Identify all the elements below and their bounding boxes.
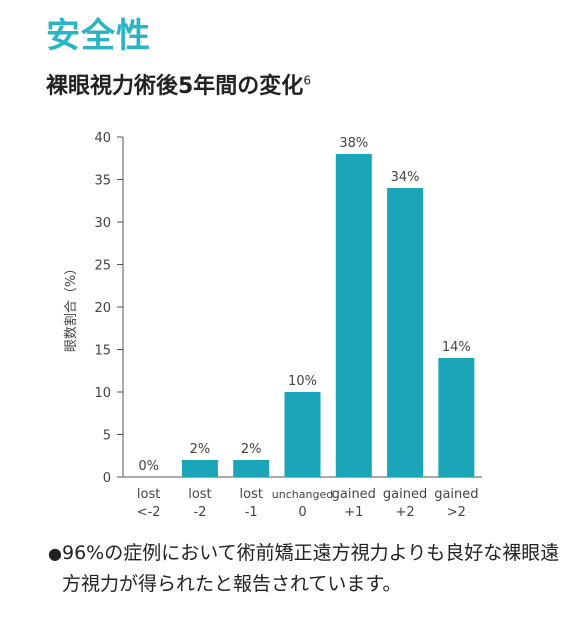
x-tick-label: 0 (298, 505, 306, 520)
bar (181, 460, 218, 477)
bar (438, 358, 475, 477)
x-tick-label: -1 (245, 505, 258, 520)
summary-note-text: 96%の症例において術前矯正遠方視力よりも良好な裸眼遠方視力が得られたと報告され… (62, 542, 560, 595)
x-tick-label: lost (188, 487, 211, 502)
y-tick-label: 35 (94, 174, 111, 189)
reference-marker: 6 (303, 73, 311, 88)
summary-note: ● 96%の症例において術前矯正遠方視力よりも良好な裸眼遠方視力が得られたと報告… (48, 538, 562, 600)
y-tick-label: 40 (94, 131, 111, 146)
y-tick-label: 30 (94, 216, 111, 231)
subtitle-text: 裸眼視力術後5年間の変化 (46, 74, 304, 99)
y-tick-label: 10 (94, 386, 111, 401)
x-tick-label: lost (239, 487, 262, 502)
bar (233, 460, 270, 477)
x-tick-label: +1 (344, 505, 363, 520)
bar (284, 392, 321, 477)
x-tick-label: unchanged (272, 488, 333, 501)
bar (335, 154, 372, 477)
x-tick-label: gained (434, 487, 478, 502)
y-tick-label: 20 (94, 301, 111, 316)
y-tick-label: 15 (94, 344, 111, 359)
page-title: 安全性 (46, 16, 151, 56)
data-label: 2% (241, 442, 262, 457)
y-tick-label: 0 (103, 471, 111, 486)
bullet-icon: ● (48, 544, 62, 563)
data-label: 34% (391, 170, 420, 185)
data-label: 14% (442, 340, 471, 355)
y-axis-label: 眼数割合（%） (63, 262, 79, 352)
x-tick-label: <-2 (137, 505, 161, 520)
x-tick-label: gained (332, 487, 376, 502)
data-label: 10% (288, 374, 317, 389)
x-tick-label: -2 (193, 505, 206, 520)
x-tick-label: +2 (395, 505, 414, 520)
y-tick-label: 25 (94, 259, 111, 274)
x-tick-label: >2 (447, 505, 466, 520)
x-tick-label: gained (383, 487, 427, 502)
data-label: 0% (138, 459, 159, 474)
chart-subtitle: 裸眼視力術後5年間の変化6 (46, 68, 311, 100)
x-tick-label: lost (137, 487, 160, 502)
y-tick-label: 5 (103, 429, 111, 444)
data-label: 2% (190, 442, 211, 457)
bar (387, 188, 424, 477)
data-label: 38% (339, 136, 368, 151)
